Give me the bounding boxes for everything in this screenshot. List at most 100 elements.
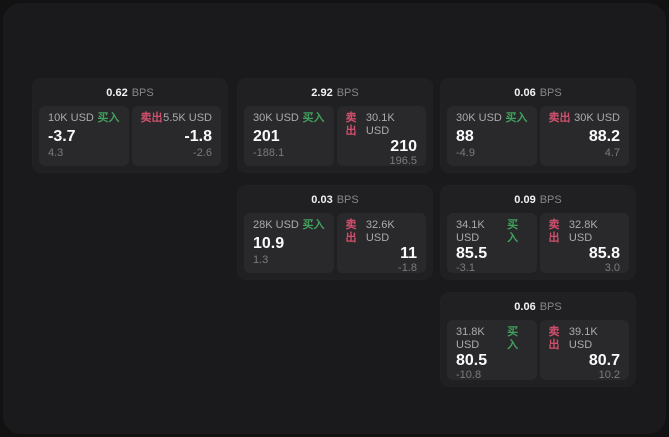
buy-amount-label: 10K USD [48, 112, 94, 124]
sell-amount-label: 30K USD [574, 112, 620, 124]
buy-amount-label: 30K USD [456, 112, 502, 124]
sell-price: 80.7 [588, 352, 620, 369]
bps-value: 0.62 [106, 86, 128, 99]
buy-label-row: 28K USD 买入 [253, 219, 325, 232]
quote-panels: 30K USD 买入 201 -188.1 卖出 30.1K USD 210 1… [244, 106, 426, 167]
buy-amount-label: 34.1K USD [456, 219, 485, 244]
sell-label-row: 卖出 32.6K USD [346, 219, 418, 245]
bps-header: 2.92 BPS [238, 79, 432, 106]
bps-suffix-label: BPS [336, 86, 359, 99]
bps-value: 0.03 [311, 193, 333, 206]
buy-panel[interactable]: 34.1K USD 买入 85.5 -3.1 [447, 213, 537, 274]
sell-tag: 卖出 [345, 112, 357, 137]
sell-label-row: 卖出 32.8K USD [549, 219, 621, 245]
bps-value: 0.06 [514, 86, 536, 99]
bps-suffix-label: BPS [539, 300, 562, 313]
sell-tag: 卖出 [548, 326, 560, 351]
buy-amount-label: 30K USD [253, 112, 299, 124]
sell-tag: 卖出 [345, 219, 357, 244]
quote-card: 0.03 BPS 28K USD 买入 10.9 1.3 卖出 32.6K US… [238, 186, 432, 279]
quote-card: 0.06 BPS 30K USD 买入 88 -4.9 卖出 30K USD 8… [441, 79, 635, 172]
sell-sub-value: 3.0 [604, 262, 620, 274]
buy-panel[interactable]: 30K USD 买入 88 -4.9 [447, 106, 537, 166]
buy-tag: 买入 [507, 219, 519, 244]
quote-card: 0.62 BPS 10K USD 买入 -3.7 4.3 卖出 5.5K USD… [33, 79, 227, 172]
sell-amount-label: 32.6K USD [365, 219, 395, 244]
bps-value: 2.92 [311, 86, 333, 99]
buy-sub-value: -188.1 [253, 147, 285, 159]
buy-sub-value: -4.9 [456, 147, 475, 159]
sell-panel[interactable]: 卖出 32.6K USD 11 -1.8 [336, 213, 426, 274]
buy-label-row: 30K USD 买入 [456, 112, 528, 125]
sell-amount-label: 30.1K USD [365, 112, 395, 137]
buy-panel[interactable]: 28K USD 买入 10.9 1.3 [244, 213, 334, 273]
quote-panels: 34.1K USD 买入 85.5 -3.1 卖出 32.8K USD 85.8… [447, 213, 629, 274]
sell-label-row: 卖出 39.1K USD [549, 326, 621, 352]
quote-panels: 30K USD 买入 88 -4.9 卖出 30K USD 88.2 4.7 [447, 106, 629, 166]
sell-sub-value: 10.2 [598, 369, 620, 381]
buy-tag: 买入 [505, 112, 528, 124]
bps-suffix-label: BPS [336, 193, 359, 206]
quote-card: 2.92 BPS 30K USD 买入 201 -188.1 卖出 30.1K … [238, 79, 432, 172]
quote-panels: 10K USD 买入 -3.7 4.3 卖出 5.5K USD -1.8 -2.… [39, 106, 221, 166]
buy-panel[interactable]: 30K USD 买入 201 -188.1 [244, 106, 334, 166]
bps-header: 0.62 BPS [33, 79, 227, 106]
bps-value: 0.06 [514, 300, 536, 313]
buy-panel[interactable]: 31.8K USD 买入 80.5 -10.8 [447, 320, 537, 381]
buy-amount-label: 28K USD [253, 219, 299, 231]
buy-label-row: 34.1K USD 买入 [456, 219, 528, 245]
buy-panel[interactable]: 10K USD 买入 -3.7 4.3 [39, 106, 129, 166]
buy-amount-label: 31.8K USD [456, 326, 485, 351]
bps-header: 0.09 BPS [441, 186, 635, 213]
sell-sub-value: 4.7 [604, 147, 620, 159]
sell-panel[interactable]: 卖出 30K USD 88.2 4.7 [539, 106, 629, 166]
buy-price: 85.5 [456, 245, 488, 262]
buy-tag: 买入 [97, 112, 120, 124]
buy-sub-value: -10.8 [456, 369, 482, 381]
buy-price: 10.9 [253, 234, 285, 252]
buy-label-row: 31.8K USD 买入 [456, 326, 528, 352]
sell-amount-label: 39.1K USD [568, 326, 598, 351]
sell-tag: 卖出 [548, 219, 560, 244]
sell-panel[interactable]: 卖出 5.5K USD -1.8 -2.6 [131, 106, 221, 166]
buy-tag: 买入 [302, 219, 325, 231]
buy-label-row: 10K USD 买入 [48, 112, 120, 125]
buy-price: -3.7 [48, 127, 76, 145]
sell-panel[interactable]: 卖出 30.1K USD 210 196.5 [336, 106, 426, 167]
buy-sub-value: 1.3 [253, 254, 269, 266]
sell-sub-value: 196.5 [389, 155, 417, 167]
sell-sub-value: -1.8 [398, 262, 417, 274]
quote-panels: 28K USD 买入 10.9 1.3 卖出 32.6K USD 11 -1.8 [244, 213, 426, 274]
sell-label-row: 卖出 30K USD [549, 112, 621, 125]
sell-price: 210 [390, 138, 417, 155]
app-container: 0.62 BPS 10K USD 买入 -3.7 4.3 卖出 5.5K USD… [3, 3, 666, 434]
sell-price: 88.2 [588, 127, 620, 145]
buy-price: 88 [456, 127, 474, 145]
sell-label-row: 卖出 5.5K USD [141, 112, 213, 125]
sell-sub-value: -2.6 [193, 147, 212, 159]
sell-price: 11 [400, 245, 417, 262]
bps-suffix-label: BPS [539, 86, 562, 99]
sell-label-row: 卖出 30.1K USD [346, 112, 418, 138]
quote-card: 0.06 BPS 31.8K USD 买入 80.5 -10.8 卖出 39.1… [441, 293, 635, 386]
buy-price: 80.5 [456, 352, 488, 369]
buy-sub-value: 4.3 [48, 147, 64, 159]
bps-header: 0.03 BPS [238, 186, 432, 213]
bps-suffix-label: BPS [539, 193, 562, 206]
sell-tag: 卖出 [548, 112, 571, 124]
bps-header: 0.06 BPS [441, 293, 635, 320]
buy-tag: 买入 [302, 112, 325, 124]
sell-panel[interactable]: 卖出 39.1K USD 80.7 10.2 [539, 320, 629, 381]
sell-amount-label: 5.5K USD [163, 112, 212, 124]
quote-panels: 31.8K USD 买入 80.5 -10.8 卖出 39.1K USD 80.… [447, 320, 629, 381]
sell-price: -1.8 [184, 127, 212, 145]
sell-tag: 卖出 [140, 112, 163, 124]
bps-value: 0.09 [514, 193, 536, 206]
sell-panel[interactable]: 卖出 32.8K USD 85.8 3.0 [539, 213, 629, 274]
sell-price: 85.8 [588, 245, 620, 262]
buy-price: 201 [253, 127, 280, 145]
bps-header: 0.06 BPS [441, 79, 635, 106]
bps-suffix-label: BPS [131, 86, 154, 99]
buy-label-row: 30K USD 买入 [253, 112, 325, 125]
buy-sub-value: -3.1 [456, 262, 475, 274]
